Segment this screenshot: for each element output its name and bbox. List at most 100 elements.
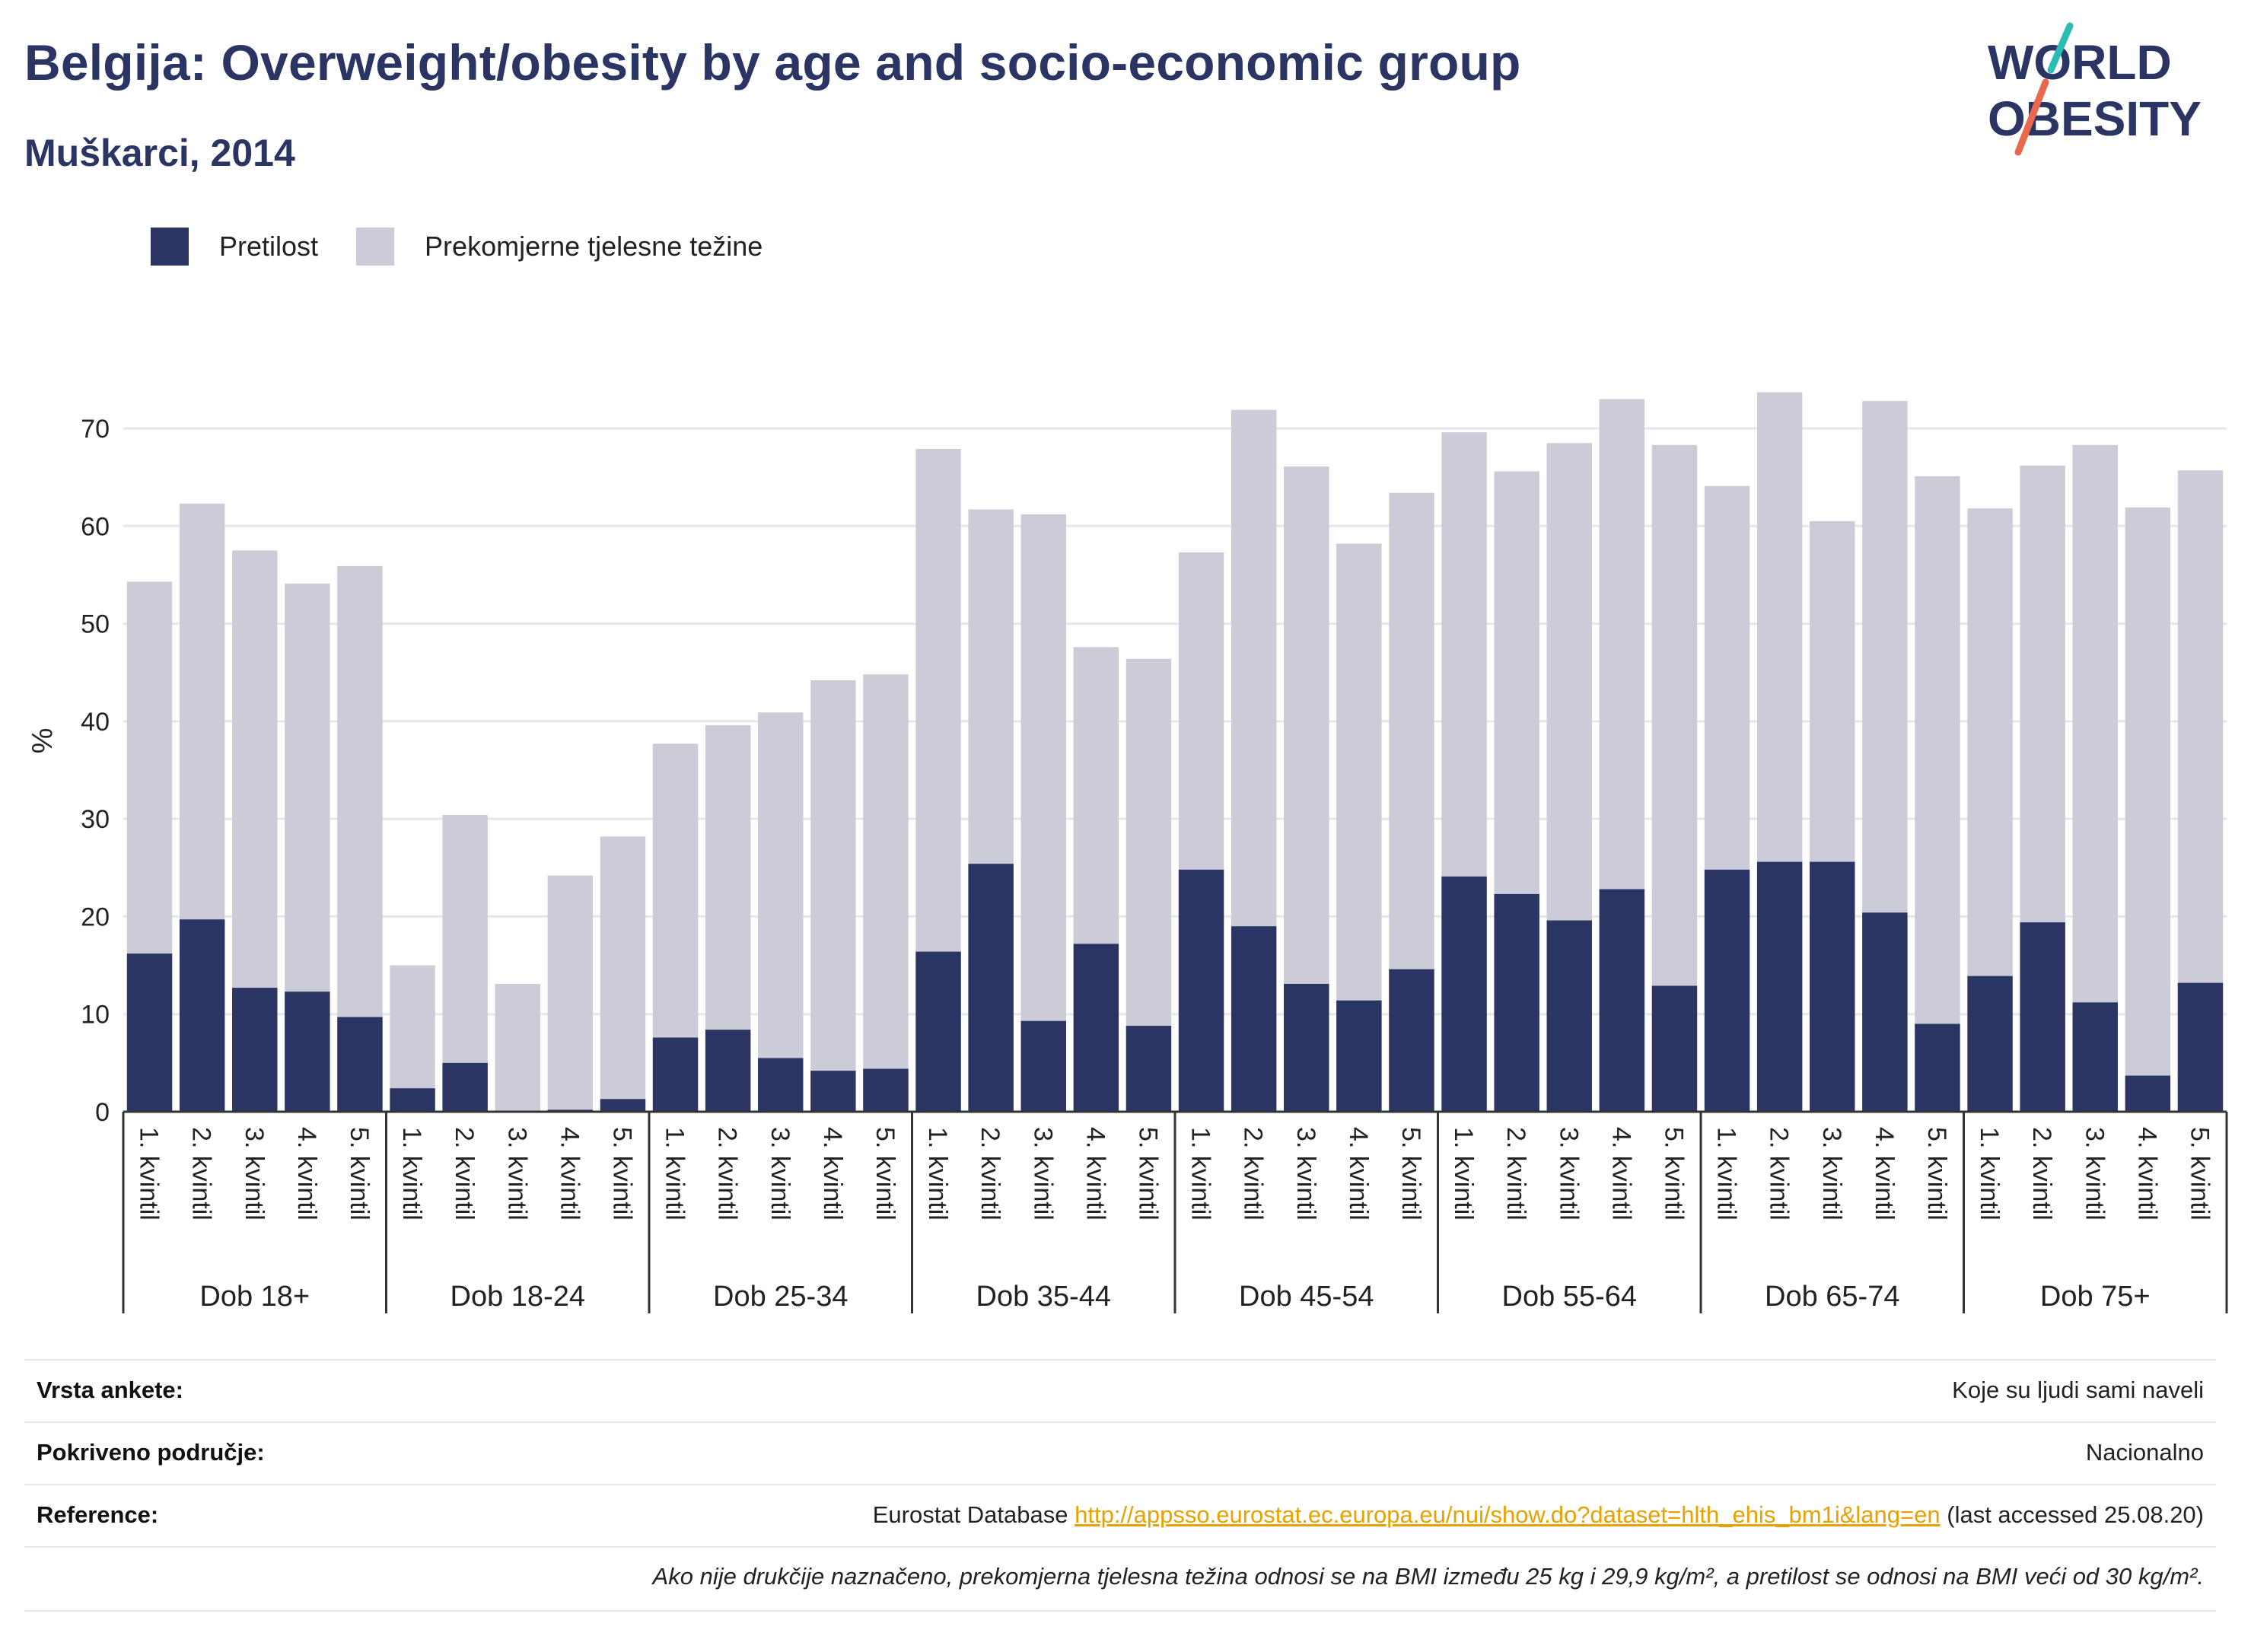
x-tick-label: 2. kvintil	[976, 1127, 1005, 1221]
x-tick-label: 4. kvintil	[1870, 1127, 1899, 1221]
info-row-reference: Reference: Eurostat Database http://apps…	[24, 1484, 2216, 1546]
bar-overweight	[1915, 476, 1960, 1112]
divider	[24, 1546, 2216, 1548]
logo-line1: WORLD	[1988, 35, 2172, 90]
y-tick-label: 50	[81, 610, 110, 639]
coverage-label: Pokriveno područje:	[37, 1439, 265, 1466]
bar-obesity	[915, 951, 961, 1112]
bar-obesity	[1231, 926, 1277, 1112]
bar-obesity	[1651, 985, 1698, 1112]
footnote: Ako nije drukčije naznačeno, prekomjerna…	[652, 1563, 2204, 1590]
x-tick-label: 1. kvintil	[1712, 1127, 1741, 1221]
bar-obesity	[863, 1068, 909, 1112]
x-tick-label: 2. kvintil	[1765, 1127, 1794, 1221]
bar-overweight	[1020, 514, 1066, 1112]
divider	[24, 1610, 2216, 1612]
y-tick-label: 40	[81, 708, 110, 737]
bar-overweight	[390, 965, 435, 1112]
legend-label-overweight: Prekomjerne tjelesne težine	[425, 231, 763, 262]
x-tick-label: 3. kvintil	[502, 1127, 531, 1221]
x-tick-label: 4. kvintil	[292, 1127, 321, 1221]
bar-obesity	[1599, 889, 1645, 1112]
x-tick-label: 5. kvintil	[871, 1127, 899, 1221]
group-label: Dob 55-64	[1502, 1281, 1637, 1313]
x-tick-label: 1. kvintil	[397, 1127, 426, 1221]
group-label: Dob 25-34	[713, 1281, 848, 1313]
x-tick-label: 2. kvintil	[1501, 1127, 1530, 1221]
bar-obesity	[285, 992, 330, 1112]
x-tick-label: 1. kvintil	[1449, 1127, 1478, 1221]
group-label: Dob 45-54	[1239, 1281, 1374, 1313]
group-label: Dob 75+	[2040, 1281, 2151, 1313]
group-label: Dob 18+	[199, 1281, 310, 1313]
x-tick-label: 2. kvintil	[1239, 1127, 1268, 1221]
bar-obesity	[758, 1058, 804, 1112]
bar-overweight	[442, 815, 488, 1112]
x-tick-label: 3. kvintil	[1028, 1127, 1057, 1221]
bar-obesity	[1704, 869, 1750, 1112]
coverage-value: Nacionalno	[2085, 1439, 2204, 1466]
bar-obesity	[1284, 983, 1329, 1112]
bar-obesity	[1915, 1023, 1960, 1112]
x-tick-label: 2. kvintil	[187, 1127, 216, 1221]
x-tick-label: 1. kvintil	[661, 1127, 689, 1221]
bar-obesity	[2072, 1002, 2118, 1112]
x-tick-label: 2. kvintil	[450, 1127, 479, 1221]
x-tick-label: 4. kvintil	[818, 1127, 847, 1221]
bar-obesity	[1546, 920, 1592, 1112]
bar-overweight	[2072, 444, 2118, 1112]
x-tick-label: 4. kvintil	[2132, 1127, 2161, 1221]
legend-label-obesity: Pretilost	[219, 231, 319, 262]
group-label: Dob 18-24	[451, 1281, 585, 1313]
bar-overweight	[2125, 507, 2171, 1112]
reference-link[interactable]: http://appsso.eurostat.ec.europa.eu/nui/…	[1075, 1501, 1941, 1528]
bar-obesity	[1441, 876, 1487, 1112]
info-table: Vrsta ankete: Koje su ljudi sami naveli …	[24, 1359, 2216, 1618]
group-label: Dob 35-44	[976, 1281, 1111, 1313]
reference-value: Eurostat Database http://appsso.eurostat…	[873, 1501, 2216, 1529]
bar-obesity	[2020, 922, 2065, 1112]
bar-overweight	[810, 680, 856, 1112]
bar-overweight	[863, 674, 909, 1112]
x-tick-label: 4. kvintil	[555, 1127, 584, 1221]
x-tick-label: 3. kvintil	[1291, 1127, 1320, 1221]
x-tick-label: 1. kvintil	[1186, 1127, 1215, 1221]
survey-type-label: Vrsta ankete:	[37, 1377, 183, 1403]
bar-obesity	[1389, 969, 1434, 1112]
x-tick-label: 4. kvintil	[1081, 1127, 1110, 1221]
x-tick-label: 3. kvintil	[766, 1127, 794, 1221]
y-tick-label: 20	[81, 902, 110, 931]
chart-subtitle: Muškarci, 2014	[24, 132, 295, 174]
y-tick-label: 60	[81, 512, 110, 541]
bar-overweight	[600, 836, 646, 1112]
x-tick-label: 2. kvintil	[2027, 1127, 2056, 1221]
bar-obesity	[652, 1037, 699, 1112]
bar-obesity	[1126, 1026, 1172, 1112]
bar-obesity	[2125, 1075, 2171, 1112]
x-tick-label: 2. kvintil	[713, 1127, 742, 1221]
legend-swatch-obesity	[151, 228, 189, 266]
legend-swatch-overweight	[356, 228, 395, 266]
bar-obesity	[390, 1088, 435, 1112]
y-tick-label: 30	[81, 805, 110, 834]
bar-obesity	[1336, 1000, 1382, 1112]
bar-obesity	[442, 1062, 488, 1112]
bar-obesity	[1862, 912, 1908, 1112]
bar-obesity	[1756, 861, 1803, 1112]
survey-type-value: Koje su ljudi sami naveli	[1952, 1377, 2204, 1403]
reference-label: Reference:	[37, 1501, 159, 1528]
reference-prefix: Eurostat Database	[872, 1501, 1068, 1528]
bar-obesity	[1967, 976, 2013, 1112]
x-tick-label: 5. kvintil	[2185, 1127, 2214, 1221]
x-tick-label: 1. kvintil	[923, 1127, 952, 1221]
x-tick-label: 1. kvintil	[135, 1127, 164, 1221]
bar-obesity	[1178, 869, 1224, 1112]
bar-obesity	[179, 919, 225, 1112]
bar-obesity	[1810, 861, 1855, 1112]
x-tick-label: 3. kvintil	[2080, 1127, 2109, 1221]
divider	[24, 1484, 2216, 1485]
x-tick-label: 4. kvintil	[1344, 1127, 1373, 1221]
divider	[24, 1359, 2216, 1361]
y-tick-label: 10	[81, 1001, 110, 1030]
legend-item-obesity: Pretilost	[151, 228, 318, 266]
